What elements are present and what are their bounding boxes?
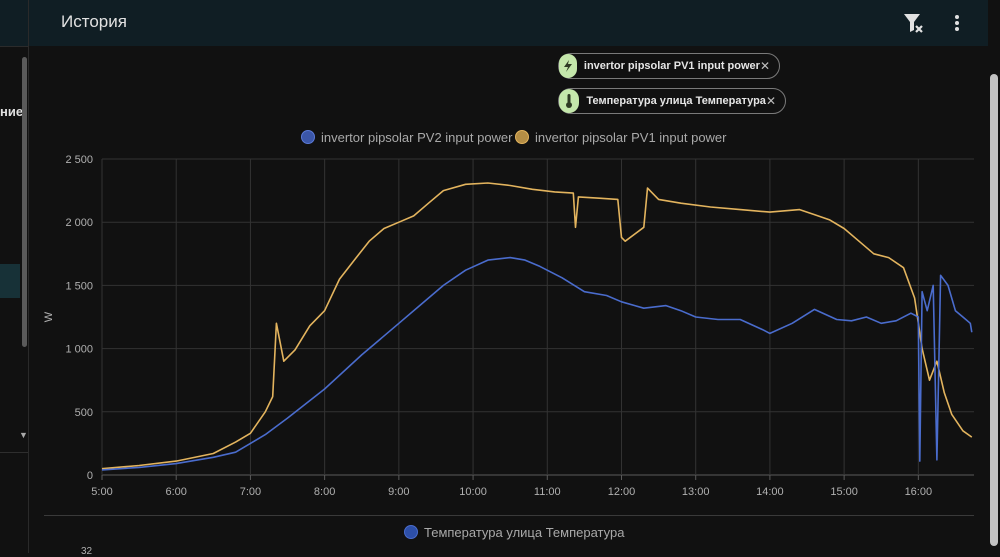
legend-item-pv1[interactable]: invertor pipsolar PV1 input power [515, 128, 727, 146]
x-tick-label: 8:00 [314, 486, 335, 498]
x-tick-label: 13:00 [682, 486, 710, 498]
x-tick-label: 6:00 [166, 486, 187, 498]
x-tick-label: 5:00 [91, 486, 112, 498]
thermometer-icon [559, 89, 580, 113]
x-tick-label: 15:00 [830, 486, 858, 498]
legend-label: invertor pipsolar PV2 input power [321, 129, 513, 145]
sidebar-item-fragment[interactable]: ние [0, 104, 24, 119]
clear-filter-button[interactable] [901, 10, 927, 36]
y-tick-label: 1 000 [65, 344, 93, 356]
more-menu-button[interactable] [945, 10, 969, 36]
lightning-icon [559, 54, 577, 78]
entity-chip-temperature[interactable]: Температура улица Температура ✕ [558, 88, 786, 114]
series-line-pv1 [101, 182, 973, 470]
app-header: История [29, 0, 988, 46]
y-tick-label: 1 500 [65, 280, 93, 292]
filter-remove-icon [904, 14, 923, 33]
sidebar-divider [0, 452, 28, 453]
x-tick-label: 10:00 [459, 486, 487, 498]
page-scrollbar-thumb[interactable] [990, 74, 998, 546]
y-tick-label: 2 500 [65, 154, 93, 166]
x-tick-label: 7:00 [240, 486, 261, 498]
temperature-ytick: 32 [81, 546, 93, 557]
x-tick-label: 16:00 [905, 486, 933, 498]
close-icon[interactable]: ✕ [759, 59, 770, 73]
legend-label: invertor pipsolar PV1 input power [535, 129, 727, 145]
legend-label: Температура улица Температура [424, 524, 625, 540]
x-tick-label: 14:00 [756, 486, 784, 498]
legend-dot [301, 130, 315, 144]
x-tick-label: 11:00 [534, 486, 561, 498]
dots-vertical-icon [955, 15, 959, 31]
y-axis-label: W [43, 311, 55, 322]
y-tick-label: 2 000 [65, 217, 93, 229]
close-icon[interactable]: ✕ [765, 94, 776, 108]
chip-label: invertor pipsolar PV1 input power [583, 60, 760, 72]
sidebar-header [0, 0, 28, 47]
legend-item-pv2[interactable]: invertor pipsolar PV2 input power [301, 128, 513, 146]
y-tick-label: 0 [87, 470, 93, 482]
chip-label: Температура улица Температура [586, 95, 766, 107]
sidebar: ние ▼ [0, 0, 29, 553]
legend-dot [404, 525, 418, 539]
sidebar-item-active[interactable] [0, 264, 20, 298]
sidebar-scroll-down-icon[interactable]: ▼ [19, 430, 28, 440]
page-title: История [61, 12, 127, 31]
x-tick-label: 9:00 [388, 486, 409, 498]
legend-dot [515, 130, 529, 144]
chart-divider [44, 515, 974, 516]
sidebar-scrollbar[interactable] [22, 57, 27, 347]
y-tick-label: 500 [75, 407, 93, 419]
entity-chip-pv1[interactable]: invertor pipsolar PV1 input power ✕ [558, 53, 780, 79]
series-line-pv2 [101, 256, 973, 471]
x-tick-label: 12:00 [608, 486, 636, 498]
legend-item-temperature[interactable]: Температура улица Температура [404, 523, 624, 541]
